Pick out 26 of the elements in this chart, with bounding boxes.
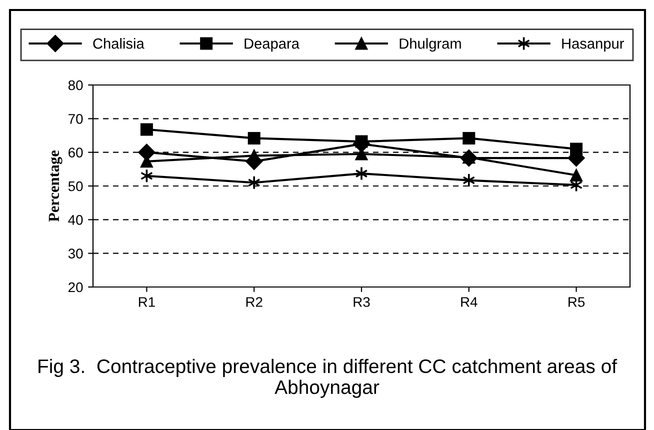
y-tick-label: 20 bbox=[68, 282, 83, 292]
text: Fig 3. Contraceptive prevalence in different CC catchment areas of Abhoynagar bbox=[38, 358, 618, 398]
legend-label: Dhulgram bbox=[400, 38, 461, 52]
y-tick-label: 30 bbox=[68, 248, 83, 259]
x-tick-label: R1 bbox=[138, 297, 155, 307]
y-tick-label: 60 bbox=[68, 148, 83, 158]
x-tick-label: R4 bbox=[461, 297, 478, 307]
y-tick-label: 50 bbox=[68, 181, 83, 192]
legend-label: Chalisia bbox=[93, 38, 144, 49]
x-tick-label: R2 bbox=[246, 297, 262, 307]
point bbox=[355, 166, 368, 181]
point bbox=[570, 168, 583, 182]
x-tick-label: R3 bbox=[354, 297, 370, 307]
legend-label: Hasanpur bbox=[562, 38, 624, 52]
point bbox=[248, 175, 260, 190]
y-tick-label: 80 bbox=[68, 80, 83, 90]
x-tick-label: R5 bbox=[568, 297, 585, 307]
y-tick-label: 40 bbox=[68, 215, 83, 225]
point bbox=[462, 132, 476, 144]
y-tick-label: 70 bbox=[68, 114, 83, 124]
point bbox=[140, 123, 153, 136]
point bbox=[570, 142, 583, 156]
y-axis-title: Percentage bbox=[48, 150, 62, 222]
legend-label: Deapara bbox=[244, 38, 300, 52]
point bbox=[248, 132, 260, 144]
point bbox=[462, 173, 476, 188]
